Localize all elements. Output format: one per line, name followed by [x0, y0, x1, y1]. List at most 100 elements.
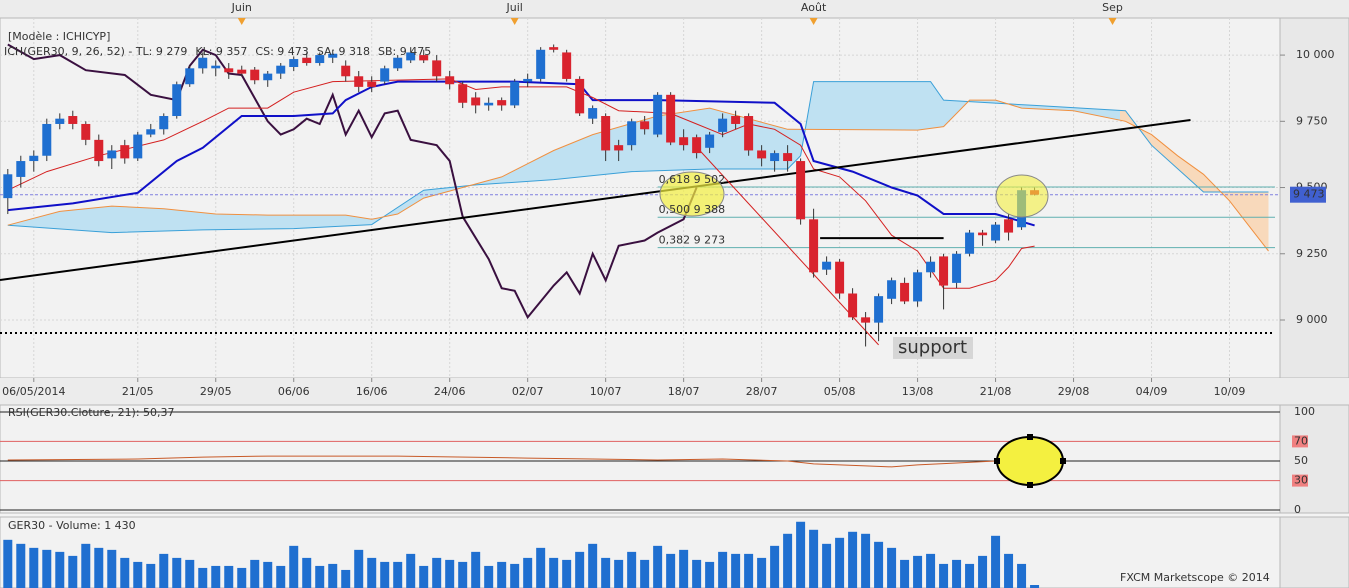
- candle-body: [991, 224, 1001, 241]
- month-marker: [237, 18, 246, 25]
- candle-body: [835, 261, 845, 294]
- candle-body: [302, 57, 312, 64]
- rsi-tick-box: [1292, 474, 1308, 487]
- candle-body: [796, 161, 806, 220]
- candle-body: [757, 150, 767, 159]
- volume-bar: [731, 553, 741, 588]
- volume-bar: [718, 551, 728, 588]
- volume-bar: [744, 553, 754, 588]
- volume-bar: [146, 563, 156, 588]
- candle-body: [341, 65, 351, 77]
- volume-bar: [250, 559, 260, 588]
- candle-body: [1004, 219, 1014, 233]
- volume-bar: [354, 549, 364, 588]
- candle-body: [783, 153, 793, 162]
- candle-body: [770, 153, 780, 162]
- candle-body: [68, 116, 78, 124]
- rsi-tick-label: 50: [1294, 454, 1308, 467]
- model-label: [Modèle : ICHICYP]: [8, 30, 110, 43]
- volume-bar: [42, 549, 52, 588]
- month-label: Sep: [1102, 1, 1123, 14]
- volume-bar: [692, 559, 702, 588]
- candle-body: [3, 174, 13, 199]
- candle-body: [406, 52, 416, 61]
- candle-body: [497, 100, 507, 106]
- candle-body: [458, 84, 468, 103]
- candle-body: [276, 65, 286, 74]
- volume-bar: [614, 559, 624, 588]
- candle-body: [354, 76, 364, 87]
- volume-bar: [536, 547, 546, 588]
- volume-bar: [107, 549, 117, 588]
- candle-body: [263, 73, 273, 81]
- volume-bar: [276, 565, 286, 588]
- date-strip: [0, 378, 1349, 405]
- span-b-line: [7, 81, 1269, 234]
- x-tick-label: 24/06: [434, 385, 466, 398]
- cloud-below: [1120, 110, 1269, 252]
- volume-bar: [900, 559, 910, 588]
- volume-bar: [640, 559, 650, 588]
- volume-bar: [393, 561, 403, 588]
- month-label: Juil: [506, 1, 523, 14]
- y-tick-label: 9 250: [1296, 247, 1328, 260]
- volume-bar: [705, 561, 715, 588]
- volume-bar: [133, 561, 143, 588]
- candle-body: [679, 137, 689, 146]
- volume-bar: [159, 553, 169, 588]
- candle-body: [939, 256, 949, 286]
- y-tick-label: 10 000: [1296, 48, 1335, 61]
- volume-bar: [991, 535, 1001, 588]
- candle-body: [575, 78, 585, 114]
- candle-body: [913, 272, 923, 302]
- volume-bar: [211, 565, 221, 588]
- volume-bar: [419, 565, 429, 588]
- candle-body: [185, 68, 195, 85]
- volume-bar: [81, 543, 91, 588]
- candle-body: [562, 52, 572, 79]
- candle-body: [159, 116, 169, 130]
- candle-body: [367, 81, 377, 87]
- candle-body: [471, 97, 481, 106]
- candle-body: [523, 78, 533, 82]
- handle: [1027, 482, 1033, 488]
- volume-bar: [588, 543, 598, 588]
- candle-body: [900, 282, 910, 302]
- candle-body: [692, 137, 702, 154]
- candle-body: [380, 68, 390, 82]
- handle: [1060, 458, 1066, 464]
- handle: [1027, 434, 1033, 440]
- candle-body: [133, 134, 143, 159]
- candle-body: [614, 145, 624, 151]
- volume-bar: [796, 521, 806, 588]
- volume-title: GER30 - Volume: 1 430: [8, 519, 136, 532]
- last-price-label: 9 473: [1293, 188, 1325, 201]
- highlight: [996, 436, 1064, 486]
- x-tick-label: 21/05: [122, 385, 154, 398]
- candle-body: [120, 145, 130, 159]
- footer: FXCM Marketscope © 2014: [1120, 571, 1270, 584]
- volume-bar: [809, 529, 819, 588]
- kijun-line: [7, 80, 1035, 227]
- volume-bar: [627, 551, 637, 588]
- candle-body: [419, 55, 429, 61]
- legend-entry: KL: 9 357: [195, 45, 247, 58]
- rsi-panel: [0, 404, 1281, 514]
- candle-body: [94, 139, 104, 162]
- volume-bar: [575, 551, 585, 588]
- fib-label: 0,500 9 388: [659, 203, 725, 216]
- volume-bar: [783, 533, 793, 588]
- volume-bar: [120, 557, 130, 588]
- volume-bar: [666, 553, 676, 588]
- candle-body: [887, 280, 897, 299]
- legend-entry: SB: 9 475: [378, 45, 431, 58]
- volume-bar: [679, 549, 689, 588]
- rsi-tick-label: 100: [1294, 405, 1315, 418]
- candle-body: [705, 134, 715, 148]
- candle-body: [146, 129, 156, 135]
- volume-bar: [224, 565, 234, 588]
- rsi-line: [7, 455, 1035, 468]
- main-plot: [0, 18, 1280, 378]
